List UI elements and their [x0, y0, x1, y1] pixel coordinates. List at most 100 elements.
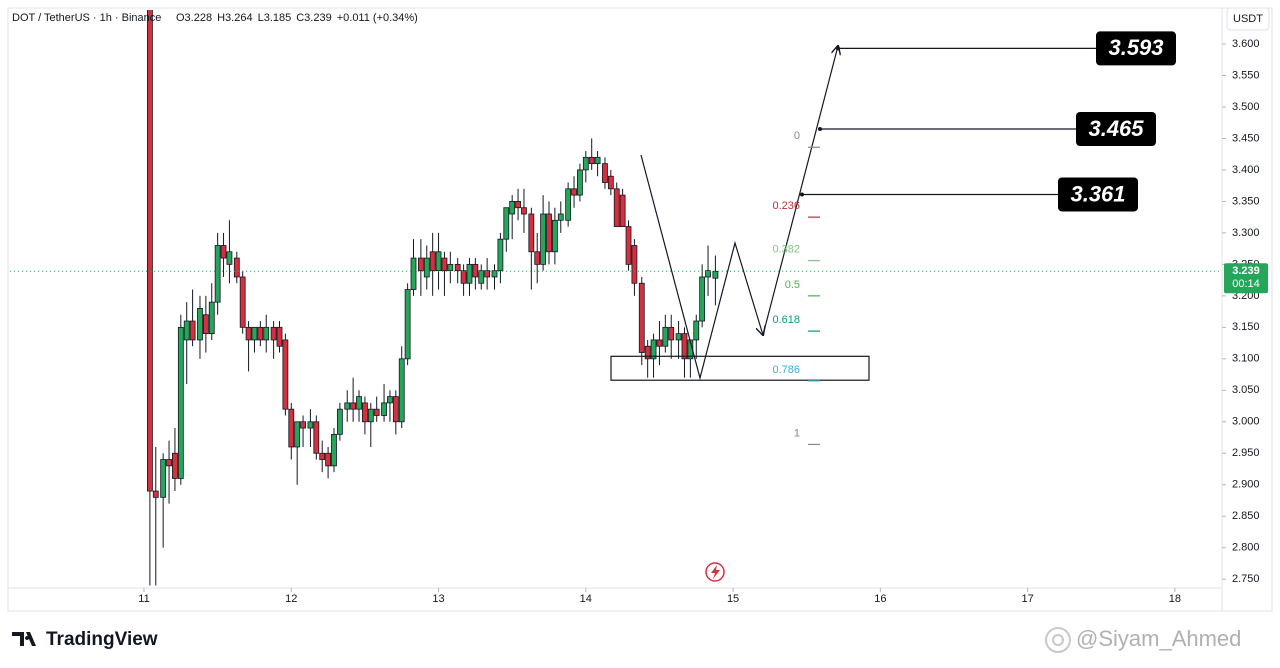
x-tick-label: 11	[138, 593, 149, 605]
candle-body	[325, 452, 331, 467]
plot-area	[10, 10, 1222, 586]
fib-label: 0.236	[772, 200, 800, 212]
candle-body	[319, 452, 326, 460]
candle-body	[588, 156, 595, 165]
candle-body	[300, 421, 306, 429]
brand-name: TradingView	[46, 629, 158, 650]
y-tick-label: 2.750	[1232, 573, 1260, 585]
fib-label: 0.786	[772, 364, 800, 376]
candle-body	[650, 339, 657, 360]
candle-body	[577, 169, 583, 196]
candle-body	[410, 257, 417, 290]
candle-body	[571, 188, 577, 196]
candle-body	[625, 226, 632, 265]
candle-body	[208, 301, 215, 335]
candle-body	[202, 314, 209, 335]
y-tick-label: 3.400	[1232, 164, 1260, 176]
x-tick-label: 15	[727, 593, 739, 605]
candle-body	[644, 345, 651, 360]
watermark: @Siyam_Ahmed	[1076, 626, 1241, 651]
candle-body	[423, 257, 430, 278]
ohlc-value: H3.264	[217, 12, 252, 24]
candle-body	[429, 251, 436, 272]
target-box	[1058, 177, 1138, 212]
fib-label: 0.5	[785, 279, 800, 291]
support-zone	[610, 355, 870, 381]
candle-body	[693, 320, 700, 341]
candle-body	[534, 251, 541, 265]
y-tick-label: 3.000	[1232, 416, 1260, 428]
brand-logo	[12, 632, 36, 646]
y-tick-label: 3.600	[1232, 38, 1260, 50]
candle-body	[515, 201, 521, 209]
candle-body	[189, 320, 196, 341]
candle-body	[220, 245, 227, 259]
candle-body	[454, 263, 461, 272]
projection-path	[762, 46, 838, 336]
target-label: 3.593	[1108, 35, 1163, 60]
candle-body	[313, 421, 320, 454]
x-tick-label: 16	[874, 593, 886, 605]
candle-body	[594, 156, 601, 165]
candle-body	[478, 270, 485, 284]
candle-body	[681, 333, 688, 360]
y-tick-label: 3.300	[1232, 227, 1260, 239]
candle-body	[417, 257, 424, 272]
candle-body	[656, 339, 663, 347]
candle-body	[582, 156, 589, 171]
candle-body	[152, 490, 159, 498]
candle-body	[404, 289, 411, 360]
candle-body	[613, 188, 620, 227]
candle-body	[392, 396, 399, 423]
x-tick-label: 12	[285, 593, 297, 605]
ohlc-legend: O3.228 H3.264 L3.185 C3.239 +0.011 (+0.34%)	[176, 12, 418, 24]
candle-body	[619, 194, 626, 227]
candle-body	[503, 207, 510, 240]
y-tick-label: 3.500	[1232, 101, 1260, 113]
ohlc-value: C3.239	[296, 12, 331, 24]
candle-body	[602, 163, 608, 183]
currency-box	[1226, 7, 1270, 31]
candle-body	[307, 421, 314, 429]
y-tick-label: 3.050	[1232, 384, 1260, 396]
alert-icon	[705, 562, 725, 582]
x-tick-label: 13	[432, 593, 444, 605]
candle-body	[160, 459, 167, 498]
candle-body	[362, 402, 368, 423]
candle-body	[257, 326, 264, 341]
candle-body	[270, 326, 277, 341]
candle-body	[226, 251, 233, 265]
candle-body	[387, 396, 393, 404]
candle-body	[705, 270, 711, 278]
candle-body	[662, 326, 669, 347]
candle-body	[557, 213, 564, 221]
candle-body	[466, 263, 473, 284]
drawings: 0 0.236 0.382 0.5 0.618 0.786 1 3.593 3.465 3.361	[610, 31, 1176, 446]
candle-body	[245, 326, 252, 341]
fib-label: 0.618	[772, 314, 800, 326]
candle-body	[546, 213, 552, 253]
ohlc-value: +0.011 (+0.34%)	[337, 12, 418, 24]
symbol-label: DOT / TetherUS · 1h · Binance	[12, 12, 161, 24]
candle-body	[177, 326, 184, 479]
x-tick-label: 17	[1021, 593, 1033, 605]
price-tag	[1224, 263, 1268, 294]
target-anchor	[818, 127, 822, 131]
candle-body	[172, 452, 178, 479]
chart-frame	[7, 7, 1273, 612]
x-tick-label: 14	[580, 593, 592, 605]
y-tick-label: 3.550	[1232, 69, 1260, 81]
candle-body	[233, 257, 240, 278]
candle-body	[540, 213, 547, 265]
candle-body	[484, 270, 491, 278]
y-tick-label: 3.350	[1232, 195, 1260, 207]
candle-body	[166, 459, 172, 467]
watermark-icon	[1045, 627, 1071, 653]
candle-body	[398, 358, 405, 423]
candle-body	[699, 276, 706, 322]
candle-body	[565, 188, 572, 221]
candle-body	[528, 213, 535, 253]
candle-body	[214, 245, 221, 303]
